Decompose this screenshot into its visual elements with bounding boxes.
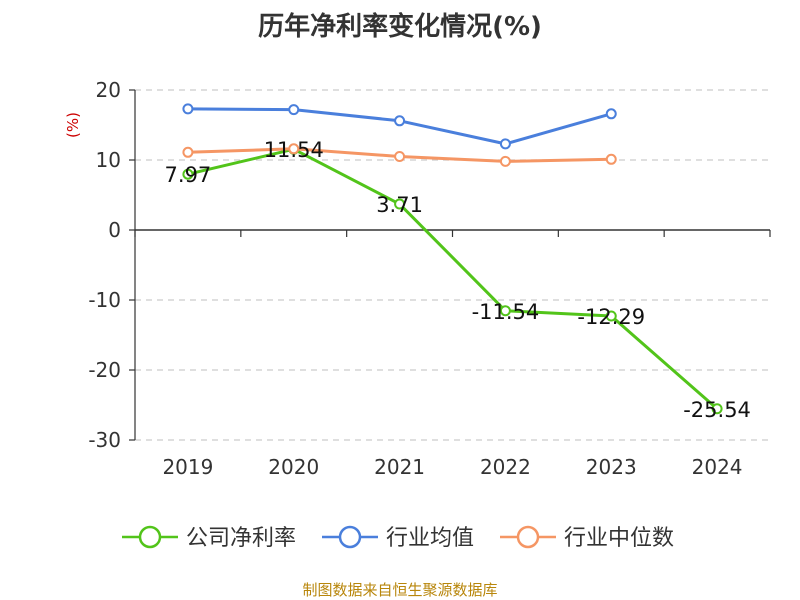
source-note: 制图数据来自恒生聚源数据库 [302, 581, 498, 599]
series-point-3 [182, 146, 194, 158]
y-tick-label: 10 [96, 148, 121, 172]
series-point-3 [605, 153, 617, 165]
legend-label-3: 行业中位数 [564, 526, 674, 551]
series-point-1 [182, 168, 194, 180]
series-point-1 [605, 310, 617, 322]
series-point-1 [499, 305, 511, 317]
axis-layer: 20 10 0 -10 -20 -30 (%) 2019 2020 2021 2022 2023 202… [64, 78, 771, 479]
grid-layer [135, 89, 770, 441]
y-tick-label: 0 [108, 218, 121, 242]
series-layer [182, 103, 723, 415]
y-tick-label: -10 [88, 288, 121, 312]
legend-marker-1 [138, 525, 162, 549]
series-point-2 [182, 103, 194, 115]
y-tick-label: 20 [96, 78, 121, 102]
series-point-1 [394, 198, 406, 210]
series-point-2 [288, 104, 300, 116]
x-tick-label: 2020 [268, 455, 319, 479]
y-axis-label: (%) [64, 112, 82, 138]
series-line-2 [187, 107, 612, 146]
series-point-2 [499, 138, 511, 150]
series-point-2 [394, 115, 406, 127]
series-point-3 [288, 143, 300, 155]
x-tick-label: 2023 [586, 455, 637, 479]
legend-label-2: 行业均值 [386, 526, 474, 551]
data-label: 11.54 [264, 138, 324, 162]
data-label-layer: 7.97 11.54 3.71 -11.54 -12.29 -25.54 [165, 138, 751, 422]
series-point-2 [605, 108, 617, 120]
x-tick-label: 2019 [162, 455, 213, 479]
data-label: -12.29 [577, 305, 645, 329]
data-label: 7.97 [165, 163, 212, 187]
x-tick-label: 2021 [374, 455, 425, 479]
legend-marker-3 [516, 525, 540, 549]
y-tick-label: -30 [88, 428, 121, 452]
series-point-3 [499, 155, 511, 167]
series-point-1 [711, 403, 723, 415]
chart-title: 历年净利率变化情况(%) [258, 12, 542, 42]
legend: 公司净利率 行业均值 行业中位数 [122, 525, 674, 551]
data-label: 3.71 [376, 193, 423, 217]
x-tick-label: 2022 [480, 455, 531, 479]
x-tick-label: 2024 [692, 455, 743, 479]
series-line-1 [187, 147, 719, 410]
y-tick-label: -20 [88, 358, 121, 382]
legend-label-1: 公司净利率 [186, 526, 296, 551]
data-label: -25.54 [683, 398, 751, 422]
data-label: -11.54 [472, 300, 540, 324]
series-point-3 [394, 151, 406, 162]
legend-marker-2 [338, 525, 362, 549]
